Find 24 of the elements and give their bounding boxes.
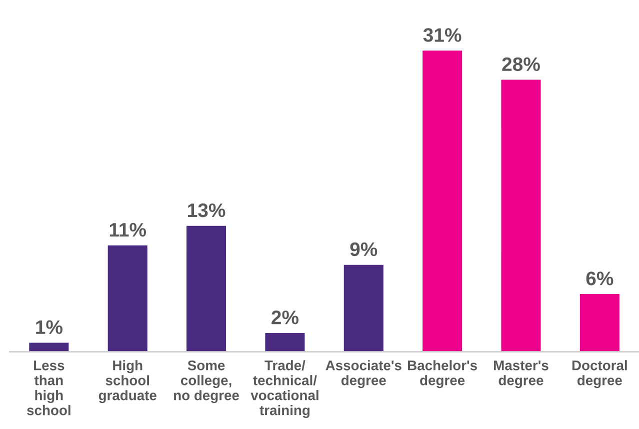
bar — [28, 341, 70, 352]
x-tick-label: Bachelor's degree — [408, 360, 477, 388]
data-label: 31% — [423, 28, 462, 42]
x-tick-label: Doctoral degree — [572, 360, 627, 388]
bar — [106, 244, 149, 352]
data-label: 6% — [586, 272, 614, 286]
data-label: 9% — [350, 242, 378, 256]
data-label: 28% — [502, 57, 540, 72]
bar — [185, 224, 228, 352]
bar — [500, 78, 542, 352]
x-tick-label: Master's degree — [494, 360, 548, 388]
data-label: 11% — [110, 222, 146, 237]
x-tick-label: Associate's degree — [326, 360, 402, 388]
bar — [264, 332, 306, 352]
bar — [578, 292, 621, 352]
x-tick-label: Trade/ technical/ vocational training — [250, 360, 318, 418]
data-label: 1% — [36, 320, 62, 334]
bar — [342, 263, 385, 352]
data-label: 13% — [188, 203, 226, 218]
data-label: 2% — [272, 310, 298, 324]
bar — [421, 49, 464, 352]
x-tick-label: Some college, no degree — [174, 360, 239, 404]
x-tick-label: Less than high school — [27, 360, 70, 416]
x-tick-label: High school graduate — [98, 360, 156, 404]
